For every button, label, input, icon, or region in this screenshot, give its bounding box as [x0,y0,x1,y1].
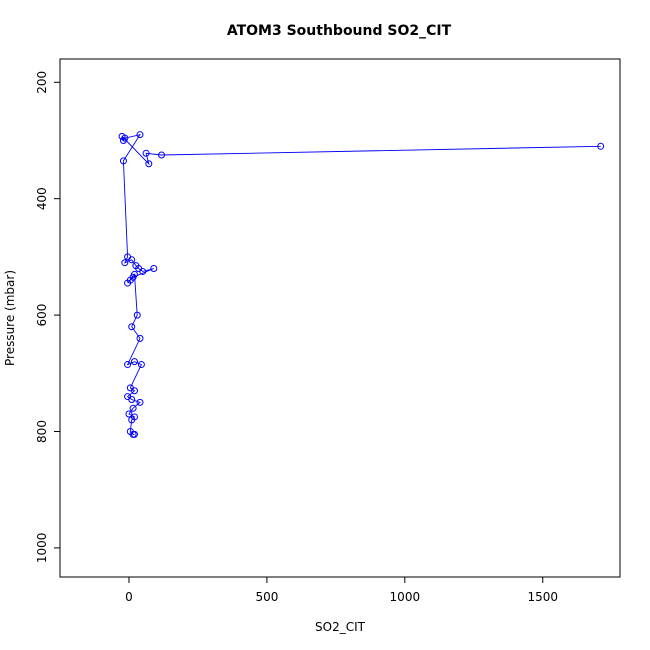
data-point [128,323,136,331]
y-tick-label-2: 600 [35,304,49,327]
x-tick-label-3: 1500 [527,590,558,604]
chart-title: ATOM3 Southbound SO2_CIT [227,23,452,39]
data-point [136,131,144,139]
data-point [136,334,144,342]
data-point [129,404,137,412]
data-point [130,270,138,278]
data-point [130,387,138,395]
data-point [125,410,133,418]
data-point [136,398,144,406]
data-point [150,265,158,273]
data-point [128,416,136,424]
y-axis-label: Pressure (mbar) [3,270,17,366]
y-tick-label-1: 400 [35,187,49,210]
x-axis: 0 500 1000 1500 [125,577,558,604]
y-tick-label-4: 1000 [35,533,49,564]
data-point [121,134,129,142]
data-point [142,149,150,157]
data-point [119,157,127,165]
data-point [139,267,147,275]
data-point [124,361,132,369]
y-axis: 200 400 600 800 1000 [35,71,60,563]
y-tick-label-0: 200 [35,71,49,94]
data-point [158,151,166,159]
data-point [145,160,153,168]
data-point [121,259,129,267]
y-tick-label-3: 800 [35,420,49,443]
plot-frame [59,58,621,578]
x-tick-label-2: 1000 [390,590,421,604]
data-point [130,430,138,438]
plot-area [118,131,605,438]
data-point [133,311,141,319]
data-point [597,142,605,150]
data-point [124,279,132,287]
data-point [128,395,136,403]
x-tick-label-1: 500 [255,590,278,604]
series-line-0 [121,134,601,435]
x-axis-label: SO2_CIT [315,620,366,634]
x-tick-label-0: 0 [125,590,133,604]
data-point [137,361,145,369]
data-point [128,256,136,264]
data-point [130,358,138,366]
